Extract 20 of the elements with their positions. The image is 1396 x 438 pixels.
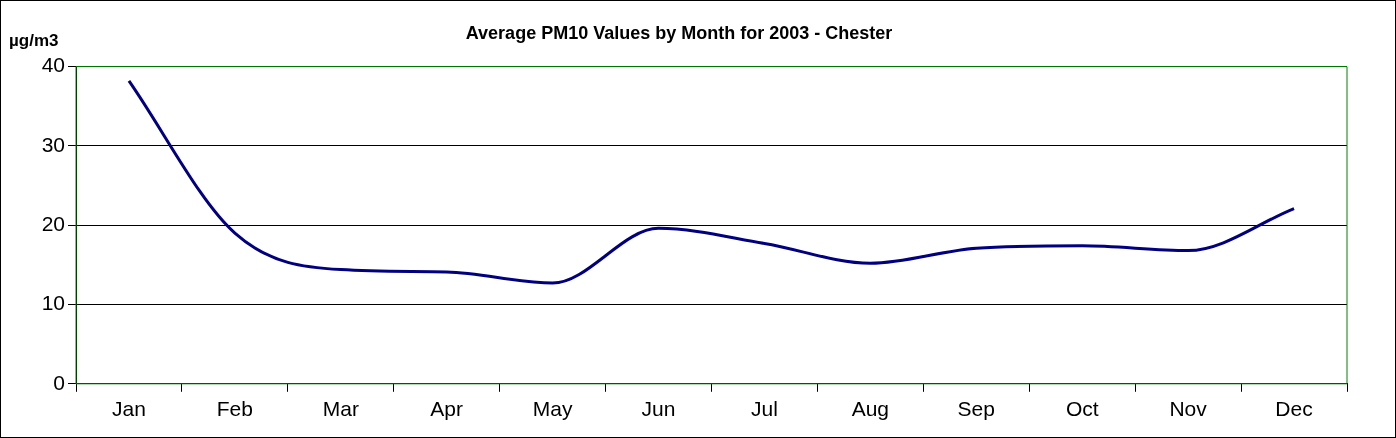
x-tick-label: May bbox=[532, 397, 573, 421]
y-tick-label: 30 bbox=[41, 132, 65, 156]
x-tick-label: Feb bbox=[216, 397, 253, 421]
y-tick-label: 10 bbox=[41, 291, 65, 315]
x-tick-label: Nov bbox=[1169, 397, 1208, 421]
chart-title: Average PM10 Values by Month for 2003 - Chester bbox=[465, 22, 893, 43]
x-tick-label: Sep bbox=[957, 397, 995, 421]
y-axis-title: µg/m3 bbox=[9, 30, 59, 50]
x-tick-label: Jan bbox=[112, 397, 146, 421]
y-tick-label: 40 bbox=[41, 53, 65, 77]
y-tick-label: 0 bbox=[53, 370, 65, 394]
y-tick-label: 20 bbox=[41, 212, 65, 235]
x-tick-label: Aug bbox=[851, 397, 890, 421]
line-series bbox=[127, 79, 1296, 285]
x-tick-label: Mar bbox=[322, 397, 359, 421]
x-tick-label: Oct bbox=[1065, 397, 1099, 421]
x-tick-label: Jul bbox=[751, 397, 778, 421]
x-tick-label: Apr bbox=[430, 397, 464, 421]
x-tick-label: Dec bbox=[1275, 397, 1313, 421]
x-tick-label: Jun bbox=[641, 397, 676, 421]
